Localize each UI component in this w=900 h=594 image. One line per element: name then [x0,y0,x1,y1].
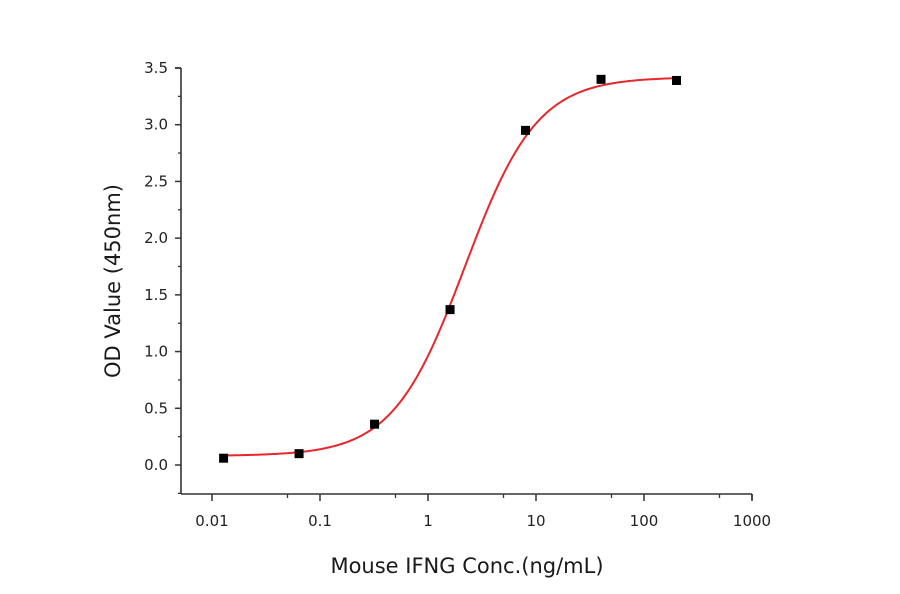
x-axis-ticks: 0.01 0.1 1 10 100 1000 [195,494,771,530]
data-points [219,74,682,463]
x-tick-label: 0.01 [195,512,228,530]
y-tick-label: 0.5 [144,399,168,417]
data-point-marker [445,305,455,315]
x-tick-label: 1 [423,512,433,530]
axes: 0.0 0.5 1.0 1.5 2.0 2.5 3.0 3.5 0.01 0.1 1 10 100 10… [144,59,771,530]
x-tick-label: 10 [526,512,545,530]
y-axis-title: OD Value (450nm) [101,184,125,378]
y-tick-label: 0.0 [144,456,168,474]
fit-curve [223,77,677,457]
x-tick-label: 0.1 [308,512,332,530]
y-tick-label: 3.0 [144,116,168,134]
y-tick-label: 1.5 [144,286,168,304]
data-point-marker [294,449,304,459]
data-point-marker [672,75,682,85]
y-tick-label: 2.5 [144,172,168,190]
x-tick-label: 100 [630,512,659,530]
data-point-marker [370,419,380,429]
y-tick-label: 2.0 [144,229,168,247]
y-axis-ticks: 0.0 0.5 1.0 1.5 2.0 2.5 3.0 3.5 [144,59,181,495]
y-tick-label: 3.5 [144,59,168,77]
data-point-marker [596,74,606,84]
x-axis-title: Mouse IFNG Conc.(ng/mL) [330,554,603,578]
x-tick-label: 1000 [733,512,771,530]
y-tick-label: 1.0 [144,343,168,361]
data-point-marker [521,125,531,135]
data-point-marker [219,453,229,463]
